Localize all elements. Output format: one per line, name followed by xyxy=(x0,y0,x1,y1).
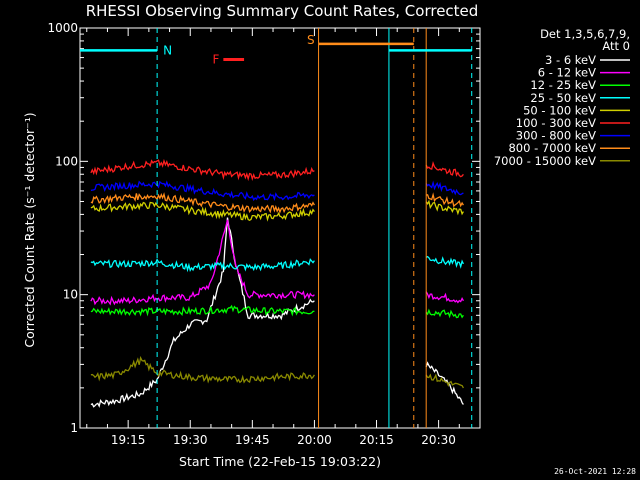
chart-axes: 1 10 100 1000 19:15 19:30 19:45 20:00 20:15 20:30 xyxy=(47,21,480,447)
series-line-50-100-kev xyxy=(425,199,464,216)
y-tick-label: 1 xyxy=(70,421,78,435)
series-line-800-7000-kev xyxy=(90,192,315,214)
series-line-12-25-kev xyxy=(425,308,464,319)
chart-title: RHESSI Observing Summary Count Rates, Co… xyxy=(86,2,479,20)
flare-label: F xyxy=(212,53,219,67)
series-line-50-100-kev xyxy=(90,201,315,222)
x-tick-label: 19:45 xyxy=(235,433,270,447)
legend-header-line-1: Det 1,3,5,6,7,9, xyxy=(540,27,630,41)
series-line-100-300-kev xyxy=(425,161,464,178)
x-tick-label: 20:15 xyxy=(359,433,394,447)
x-tick-label: 20:00 xyxy=(297,433,332,447)
series-line-3-6-kev xyxy=(425,361,464,405)
legend-label-25-50-kev: 25 - 50 keV xyxy=(530,91,596,105)
legend-label-12-25-kev: 12 - 25 keV xyxy=(530,78,596,92)
x-axis-label: Start Time (22-Feb-15 19:03:22) xyxy=(179,454,381,469)
saa-label: S xyxy=(307,33,315,47)
series-line-3-6-kev xyxy=(90,217,315,408)
series-line-12-25-kev xyxy=(90,304,315,317)
legend-header-line-2: Att 0 xyxy=(602,39,630,53)
series-line-25-50-kev xyxy=(425,255,464,269)
series-line-6-12-kev xyxy=(90,219,315,306)
plot-area xyxy=(79,27,481,429)
legend-label-7000-15000-kev: 7000 - 15000 keV xyxy=(494,154,596,168)
y-axis-label: Corrected Count Rate (s⁻¹ detector⁻¹) xyxy=(22,112,37,347)
legend-label-300-800-kev: 300 - 800 keV xyxy=(516,129,596,143)
series-line-300-800-kev xyxy=(90,180,315,202)
x-tick-label: 20:30 xyxy=(421,433,456,447)
legend-label-800-7000-kev: 800 - 7000 keV xyxy=(508,141,596,155)
x-tick-label: 19:15 xyxy=(111,433,146,447)
legend-label-3-6-kev: 3 - 6 keV xyxy=(545,53,596,67)
legend-label-100-300-kev: 100 - 300 keV xyxy=(516,116,596,130)
render-timestamp: 26-Oct-2021 12:28 xyxy=(554,467,636,476)
y-tick-label: 1000 xyxy=(47,21,78,35)
series-line-7000-15000-kev xyxy=(425,373,464,389)
series-line-100-300-kev xyxy=(90,158,315,182)
y-tick-label: 100 xyxy=(55,154,78,168)
series-line-7000-15000-kev xyxy=(90,355,315,384)
y-tick-label: 10 xyxy=(63,288,78,302)
series-line-800-7000-kev xyxy=(426,192,464,208)
chart-marks xyxy=(90,158,464,408)
legend-label-6-12-kev: 6 - 12 keV xyxy=(538,66,596,80)
x-tick-label: 19:30 xyxy=(173,433,208,447)
series-line-6-12-kev xyxy=(425,291,464,304)
legend-label-50-100-kev: 50 - 100 keV xyxy=(523,103,596,117)
night-label: N xyxy=(163,43,172,57)
series-line-300-800-kev xyxy=(425,180,464,196)
series-line-25-50-kev xyxy=(90,258,315,273)
plot-frame xyxy=(79,27,481,429)
chart-annotations: N S F xyxy=(80,28,473,428)
